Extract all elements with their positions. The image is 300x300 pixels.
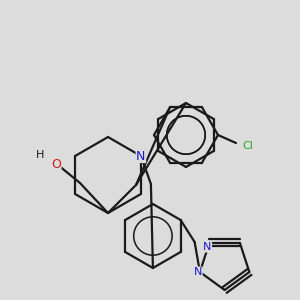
Text: N: N — [194, 267, 202, 277]
Text: H: H — [36, 150, 44, 160]
Text: Cl: Cl — [243, 141, 254, 151]
Text: N: N — [136, 149, 146, 163]
Text: N: N — [203, 242, 212, 252]
Text: O: O — [51, 158, 61, 172]
